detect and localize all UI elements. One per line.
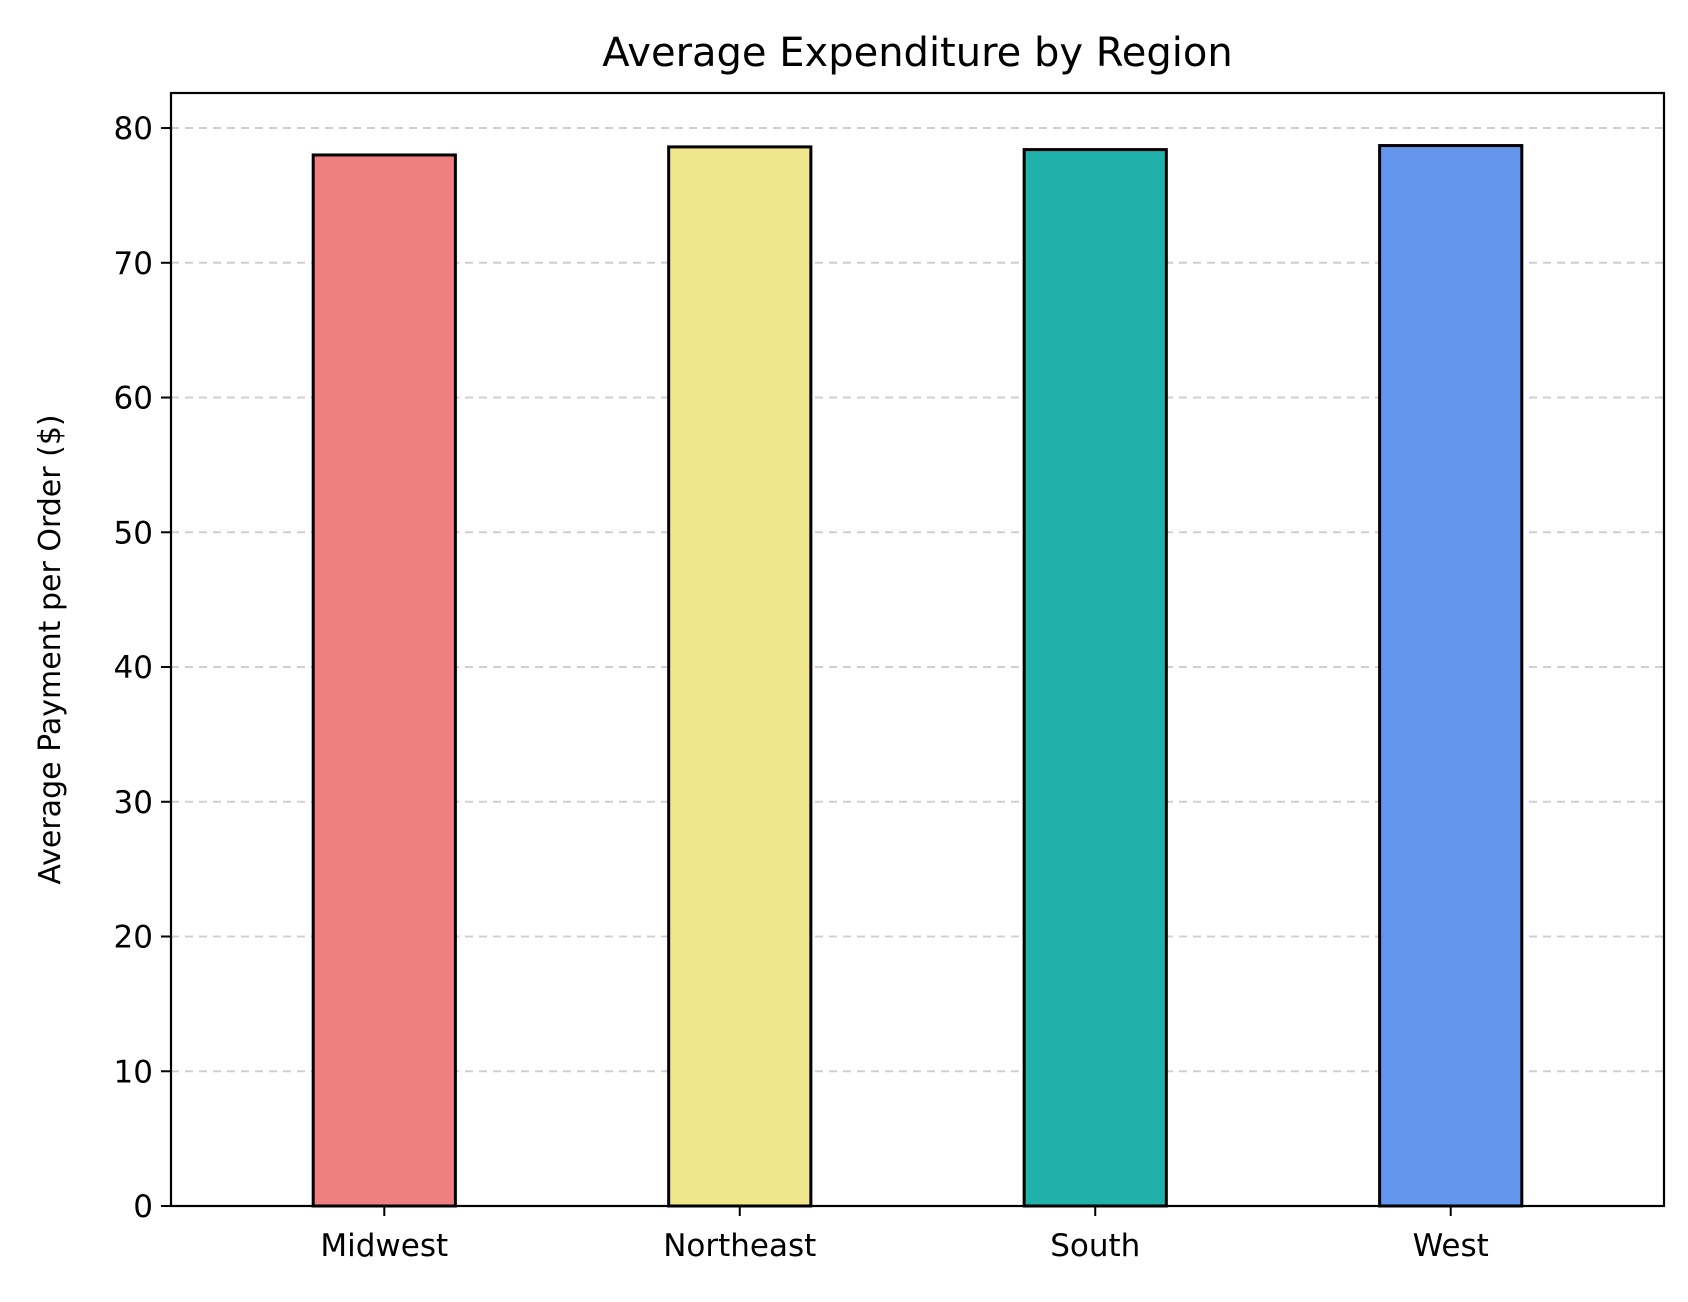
bar-west: [1378, 144, 1524, 1208]
y-tick-label: 30: [114, 785, 153, 821]
y-tick-label: 70: [114, 246, 153, 282]
x-tick-label: South: [1050, 1228, 1140, 1264]
grid-lines: [171, 127, 1664, 1073]
plot-frame: [169, 91, 1666, 1208]
x-tick-label: West: [1413, 1228, 1489, 1264]
axis-ticks: 0 10 20 30 40 50 60 70 80 Midwest Northeast South We…: [114, 111, 1489, 1264]
y-tick-label: 10: [114, 1054, 153, 1090]
y-axis-label: Average Payment per Order ($): [33, 414, 68, 884]
x-tick-label: Midwest: [320, 1228, 448, 1264]
y-tick-label: 80: [114, 111, 153, 147]
bar-midwest: [311, 153, 457, 1208]
y-tick-label: 60: [114, 381, 153, 417]
y-tick-label: 20: [114, 920, 153, 956]
x-tick-label: Northeast: [663, 1228, 816, 1264]
chart-title: Average Expenditure by Region: [602, 30, 1232, 76]
y-tick-label: 0: [133, 1189, 153, 1225]
bar-northeast: [667, 145, 813, 1208]
y-tick-label: 40: [114, 650, 153, 686]
bar-south: [1022, 148, 1168, 1208]
y-tick-label: 50: [114, 515, 153, 551]
